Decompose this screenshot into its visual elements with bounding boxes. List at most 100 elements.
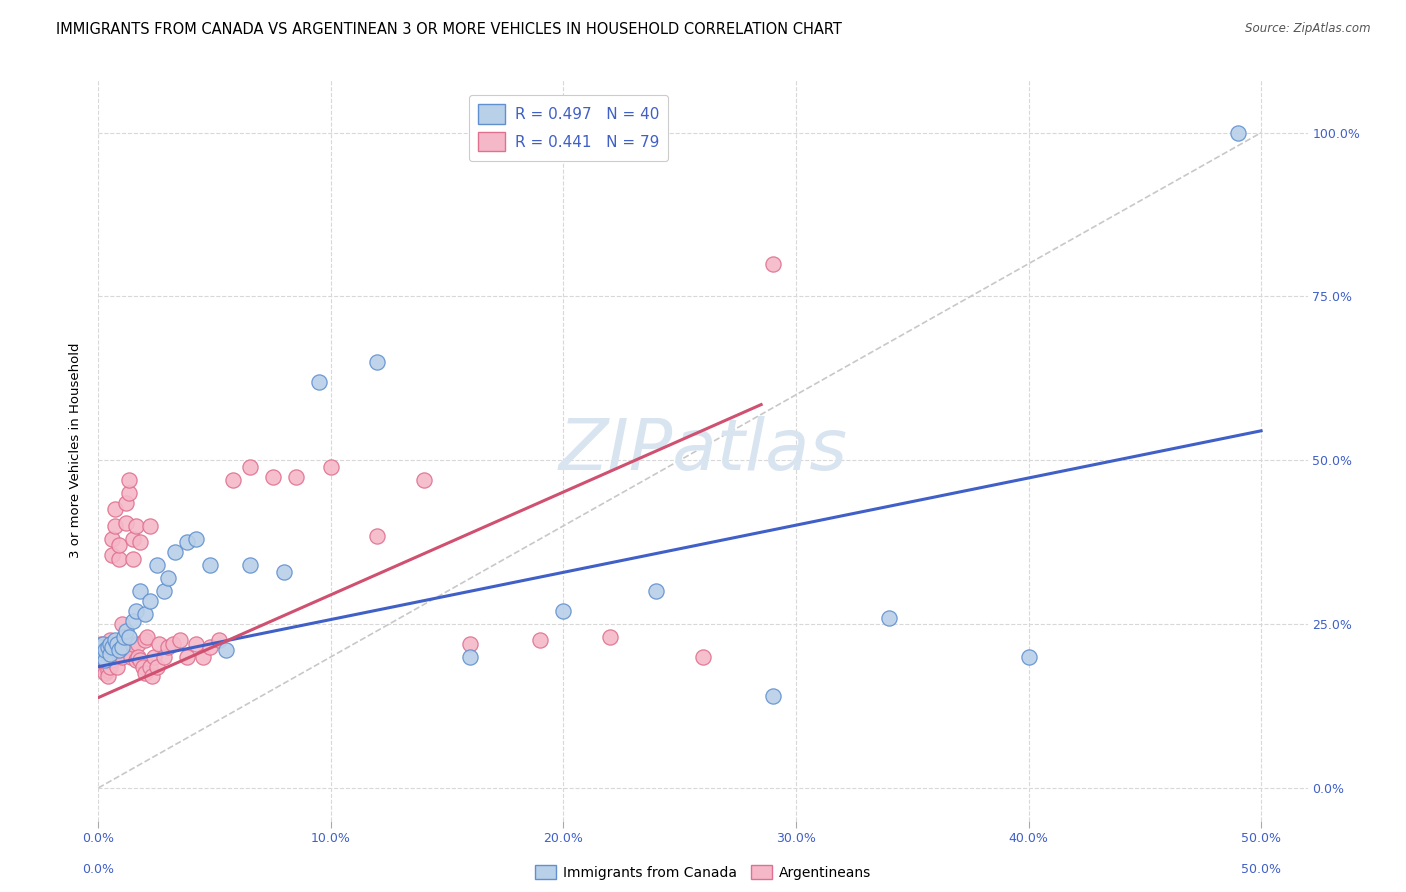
Point <box>108 643 131 657</box>
Point <box>115 496 138 510</box>
Point <box>1226 126 1249 140</box>
Point <box>91 659 114 673</box>
Point <box>239 459 262 474</box>
Point <box>413 473 436 487</box>
Point <box>112 630 135 644</box>
Point <box>105 637 128 651</box>
Point <box>198 558 221 573</box>
Point <box>101 549 124 563</box>
Point <box>118 630 141 644</box>
Point <box>877 610 900 624</box>
Point <box>90 640 112 654</box>
Point <box>122 532 145 546</box>
Text: ZIPatlas: ZIPatlas <box>558 416 848 485</box>
Point <box>105 649 128 664</box>
Y-axis label: 3 or more Vehicles in Household: 3 or more Vehicles in Household <box>69 343 83 558</box>
Point <box>122 637 145 651</box>
Point <box>111 617 134 632</box>
Point <box>176 535 198 549</box>
Point <box>98 659 121 673</box>
Point <box>319 459 342 474</box>
Point <box>157 571 180 585</box>
Point <box>120 649 142 664</box>
Point <box>94 657 117 671</box>
Point <box>105 659 128 673</box>
Point <box>645 584 668 599</box>
Point <box>129 535 152 549</box>
Point <box>273 565 295 579</box>
Point <box>127 637 149 651</box>
Point <box>529 633 551 648</box>
Point <box>104 633 127 648</box>
Point <box>222 473 245 487</box>
Point <box>98 647 121 661</box>
Point <box>91 637 114 651</box>
Point <box>91 640 114 654</box>
Point <box>262 469 284 483</box>
Point <box>118 473 141 487</box>
Point <box>143 649 166 664</box>
Point <box>97 669 120 683</box>
Point <box>101 532 124 546</box>
Point <box>120 637 142 651</box>
Point <box>157 640 180 654</box>
Point <box>145 659 167 673</box>
Point <box>124 518 146 533</box>
Point <box>101 640 124 654</box>
Point <box>208 633 231 648</box>
Text: IMMIGRANTS FROM CANADA VS ARGENTINEAN 3 OR MORE VEHICLES IN HOUSEHOLD CORRELATIO: IMMIGRANTS FROM CANADA VS ARGENTINEAN 3 … <box>56 22 842 37</box>
Point <box>184 532 207 546</box>
Point <box>98 649 121 664</box>
Point <box>108 643 131 657</box>
Point <box>762 257 785 271</box>
Point <box>98 637 121 651</box>
Point <box>1018 649 1040 664</box>
Point <box>138 659 160 673</box>
Point <box>239 558 262 573</box>
Point <box>134 607 156 622</box>
Point <box>94 647 117 661</box>
Point <box>198 640 221 654</box>
Point <box>90 653 112 667</box>
Point <box>127 649 149 664</box>
Point <box>191 649 214 664</box>
Point <box>184 637 207 651</box>
Point <box>101 653 124 667</box>
Point <box>112 630 135 644</box>
Point <box>129 584 152 599</box>
Point <box>366 528 388 542</box>
Point <box>138 594 160 608</box>
Point <box>599 630 621 644</box>
Point <box>215 643 238 657</box>
Point <box>124 653 146 667</box>
Legend: R = 0.497   N = 40, R = 0.441   N = 79: R = 0.497 N = 40, R = 0.441 N = 79 <box>468 95 668 161</box>
Point <box>134 633 156 648</box>
Point <box>134 666 156 681</box>
Point <box>115 640 138 654</box>
Point <box>169 633 191 648</box>
Legend: Immigrants from Canada, Argentineans: Immigrants from Canada, Argentineans <box>530 859 876 885</box>
Point <box>98 643 121 657</box>
Point <box>97 663 120 677</box>
Point <box>111 649 134 664</box>
Point <box>285 469 308 483</box>
Point <box>94 666 117 681</box>
Point <box>124 604 146 618</box>
Point <box>131 659 153 673</box>
Point <box>97 640 120 654</box>
Point <box>692 649 714 664</box>
Point <box>90 637 112 651</box>
Point <box>366 355 388 369</box>
Point <box>165 545 187 559</box>
Text: Source: ZipAtlas.com: Source: ZipAtlas.com <box>1246 22 1371 36</box>
Point <box>141 669 163 683</box>
Point <box>94 643 117 657</box>
Point <box>129 653 152 667</box>
Point <box>152 649 174 664</box>
Point <box>162 637 184 651</box>
Point <box>553 604 575 618</box>
Point <box>111 640 134 654</box>
Point <box>115 624 138 638</box>
Point <box>97 653 120 667</box>
Point <box>460 649 482 664</box>
